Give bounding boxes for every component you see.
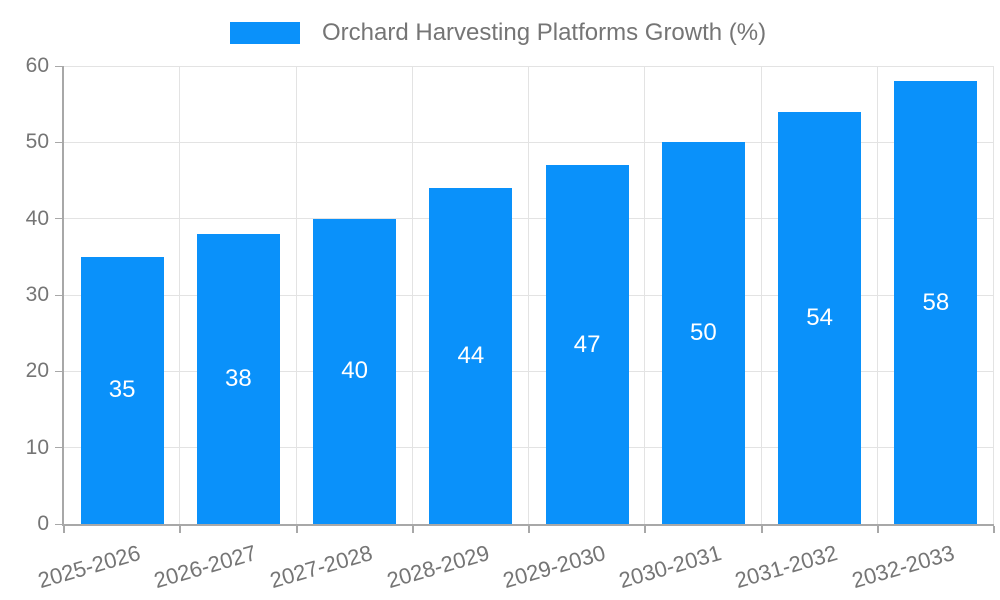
y-tick-mark [55, 65, 62, 67]
x-tick-label: 2027-2028 [267, 540, 376, 594]
x-tick-label: 2026-2027 [151, 540, 260, 594]
x-axis-line [62, 524, 994, 526]
gridline-vertical [876, 66, 878, 524]
x-tick-mark [411, 526, 414, 533]
bar[interactable]: 38 [196, 233, 280, 524]
y-tick-label: 20 [25, 359, 49, 383]
y-tick-label: 0 [37, 512, 49, 535]
bar-value-label: 40 [341, 357, 368, 385]
gridline-horizontal [64, 294, 994, 296]
x-tick-mark [63, 526, 65, 533]
x-tick-label: 2032-2033 [848, 540, 957, 594]
x-tick-mark [760, 526, 763, 533]
x-tick-mark [528, 526, 530, 533]
x-tick-mark [295, 526, 298, 533]
x-tick-label: 2025-2026 [34, 540, 144, 594]
gridline-horizontal [64, 370, 994, 372]
legend-label: Orchard Harvesting Platforms Growth (%) [322, 19, 767, 46]
x-tick-label: 2028-2029 [383, 540, 492, 594]
y-tick-label: 10 [25, 435, 49, 459]
bar[interactable]: 54 [778, 111, 862, 524]
gridline-horizontal [64, 218, 994, 220]
x-tick-mark [876, 526, 879, 533]
y-tick-mark [55, 370, 62, 372]
gridline-vertical [179, 66, 181, 524]
bar-value-label: 44 [457, 342, 485, 370]
x-tick-mark [644, 526, 647, 533]
bar-value-label: 50 [690, 319, 717, 347]
y-axis-line [62, 66, 64, 524]
gridline-vertical [644, 66, 646, 524]
gridline-vertical [760, 66, 762, 524]
plot-area: 35 38 40 44 47 50 54 58 [55, 65, 995, 533]
bar[interactable]: 47 [545, 165, 629, 524]
y-tick-mark [55, 218, 62, 220]
bar[interactable]: 35 [80, 256, 164, 524]
bar-value-label: 47 [573, 330, 601, 358]
bar[interactable]: 50 [661, 142, 745, 524]
x-axis: 2025-2026 2026-2027 2027-2028 2028-2029 2029… [35, 524, 994, 600]
bar[interactable]: 40 [313, 218, 397, 524]
gridline-vertical [528, 66, 529, 524]
x-tick-label: 2029-2030 [499, 540, 609, 594]
bar-value-label: 58 [922, 288, 950, 316]
y-tick-mark [55, 141, 62, 143]
bar-value-label: 38 [225, 364, 252, 392]
y-tick-label: 50 [25, 130, 49, 154]
bar[interactable]: 58 [894, 81, 978, 524]
bar[interactable]: 44 [429, 188, 513, 524]
y-tick-label: 30 [25, 283, 49, 306]
gridline-vertical [993, 66, 994, 524]
x-tick-mark [993, 526, 995, 533]
y-tick-mark [55, 294, 62, 296]
gridline-horizontal [64, 141, 994, 143]
x-tick-label: 2030-2031 [616, 540, 725, 594]
legend-swatch-icon [230, 22, 300, 44]
x-tick-label: 2031-2032 [732, 540, 841, 594]
y-axis: 0 10 20 30 40 50 60 [0, 54, 49, 535]
gridline-horizontal [64, 65, 994, 67]
y-tick-label: 60 [25, 54, 49, 77]
gridline-vertical [295, 66, 297, 524]
legend[interactable]: Orchard Harvesting Platforms Growth (%) [230, 19, 766, 47]
gridline-horizontal [64, 447, 994, 449]
y-tick-mark [55, 523, 62, 525]
x-tick-mark [179, 526, 182, 533]
y-tick-mark [55, 447, 62, 449]
bar-value-label: 54 [806, 303, 833, 331]
y-tick-label: 40 [25, 206, 49, 230]
gridline-vertical [411, 66, 413, 524]
bar-value-label: 35 [108, 376, 136, 404]
